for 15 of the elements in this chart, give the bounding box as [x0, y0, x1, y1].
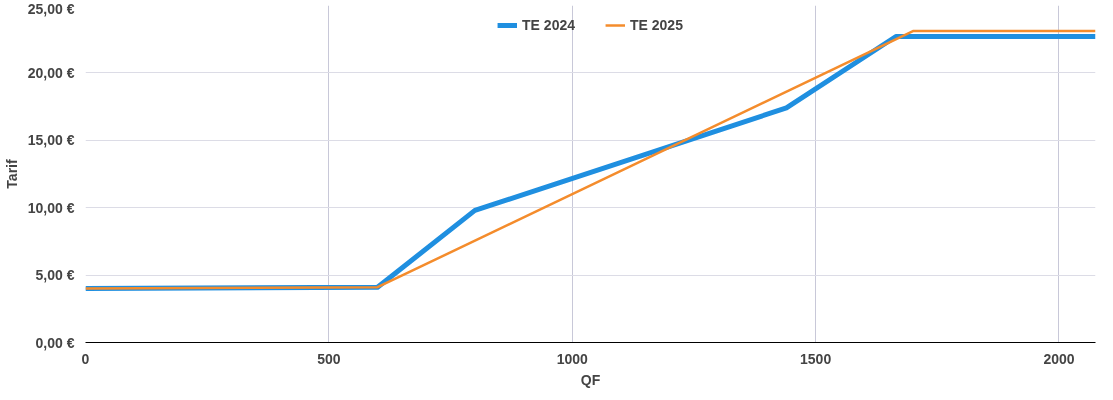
- y-tick-label: 0,00 €: [35, 334, 75, 351]
- legend-label: TE 2024: [522, 17, 575, 33]
- y-tick-label: 15,00 €: [27, 132, 75, 149]
- x-axis-title: QF: [580, 371, 601, 388]
- x-tick-label: 500: [317, 350, 341, 367]
- x-tick-label: 1000: [556, 350, 589, 367]
- x-tick-label: 0: [81, 350, 90, 367]
- y-tick-label: 5,00 €: [35, 267, 75, 284]
- legend-label: TE 2025: [630, 17, 683, 33]
- y-tick-label: 25,00 €: [27, 0, 75, 17]
- x-tick-label: 1500: [800, 350, 832, 367]
- x-tick-label: 2000: [1043, 350, 1075, 367]
- y-tick-label: 20,00 €: [27, 64, 75, 81]
- y-axis-title: Tarif: [3, 159, 20, 189]
- y-tick-label: 10,00 €: [27, 199, 75, 216]
